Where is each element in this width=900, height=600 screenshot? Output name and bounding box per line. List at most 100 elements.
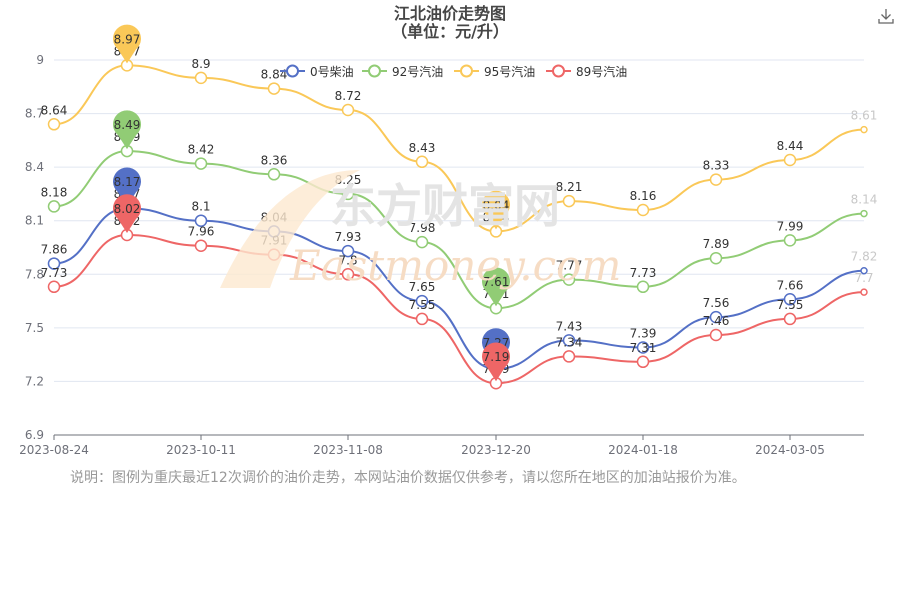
data-point[interactable]	[267, 248, 281, 261]
series-line-0	[53, 207, 865, 370]
data-point[interactable]	[341, 103, 355, 117]
data-point[interactable]	[783, 234, 797, 247]
data-point[interactable]	[562, 350, 576, 363]
data-label: 7.99	[777, 219, 804, 233]
data-label: 8.61	[851, 109, 878, 123]
data-point[interactable]	[415, 294, 429, 308]
data-label: 7.86	[41, 243, 68, 257]
extreme-pin	[482, 190, 510, 230]
data-point[interactable]	[783, 153, 797, 167]
legend-marker[interactable]	[460, 64, 473, 78]
data-label: 8.72	[335, 89, 362, 103]
data-point[interactable]	[860, 266, 868, 275]
extreme-pin-label: 7.61	[483, 275, 510, 289]
data-label: 7.7	[854, 271, 873, 285]
data-point[interactable]	[709, 251, 723, 265]
data-point[interactable]	[47, 200, 61, 213]
extreme-pin-label: 8.17	[114, 175, 141, 189]
data-point[interactable]	[636, 280, 650, 294]
data-point[interactable]	[267, 82, 281, 95]
extreme-pin	[112, 24, 141, 64]
data-label: 7.8	[338, 253, 357, 267]
x-tick-label: 2024-03-05	[755, 443, 825, 457]
data-point[interactable]	[194, 71, 208, 85]
data-point[interactable]	[415, 235, 429, 249]
y-tick-label: 9	[36, 53, 44, 67]
y-tick-label: 8.7	[25, 107, 44, 121]
extreme-pin	[112, 110, 141, 150]
data-label: 7.93	[335, 230, 362, 244]
chart-title: 江北油价走势图	[393, 4, 506, 23]
data-label: 8.1	[191, 200, 210, 214]
data-label: 7.73	[630, 266, 657, 280]
data-point[interactable]	[709, 310, 723, 324]
y-tick-label: 7.2	[25, 374, 44, 388]
y-tick-label: 7.5	[25, 321, 44, 335]
series-line-3	[53, 233, 865, 385]
data-point[interactable]	[341, 268, 355, 281]
y-tick-label: 8.1	[25, 214, 44, 228]
data-label: 7.43	[556, 319, 583, 333]
data-point[interactable]	[194, 239, 208, 252]
data-point[interactable]	[415, 312, 429, 326]
extreme-pin	[482, 342, 511, 382]
data-label: 8.43	[409, 141, 436, 155]
extreme-pin-label: 8.49	[114, 118, 141, 132]
extreme-pin-label: 8.04	[483, 198, 510, 212]
y-tick-label: 6.9	[25, 428, 44, 442]
data-point[interactable]	[636, 355, 650, 369]
data-label: 7.55	[409, 298, 436, 312]
data-point[interactable]	[709, 328, 723, 342]
data-point[interactable]	[47, 257, 61, 270]
legend-marker[interactable]	[368, 64, 381, 78]
data-label: 7.82	[851, 250, 878, 264]
data-point[interactable]	[194, 157, 208, 170]
legend-marker[interactable]	[286, 64, 299, 78]
extreme-pin-label: 8.97	[114, 32, 141, 46]
data-label: 8.9	[191, 57, 210, 71]
data-point[interactable]	[860, 209, 868, 218]
x-tick-label: 2023-08-24	[19, 443, 89, 457]
data-label: 7.77	[556, 259, 583, 273]
data-point[interactable]	[194, 214, 208, 227]
data-point[interactable]	[783, 312, 797, 326]
data-point[interactable]	[709, 173, 723, 186]
legend-item-0: 0号柴油	[310, 65, 354, 79]
data-label: 7.65	[409, 280, 436, 294]
data-label: 8.44	[777, 139, 804, 153]
data-label: 7.31	[630, 341, 657, 355]
data-point[interactable]	[636, 341, 650, 354]
data-label: 7.98	[409, 221, 436, 235]
legend-item-3: 89号汽油	[576, 64, 627, 79]
data-point[interactable]	[860, 288, 868, 296]
data-label: 8.33	[703, 159, 730, 173]
download-icon	[878, 9, 894, 24]
data-label: 7.96	[188, 225, 215, 239]
data-label: 7.56	[703, 296, 730, 310]
data-label: 8.42	[188, 143, 215, 157]
x-tick-label: 2023-11-08	[313, 443, 383, 457]
data-point[interactable]	[636, 203, 650, 217]
data-label: 7.55	[777, 298, 804, 312]
data-point[interactable]	[783, 293, 797, 306]
data-point[interactable]	[47, 280, 61, 294]
data-point[interactable]	[562, 273, 576, 286]
extreme-pin	[482, 267, 511, 307]
data-label: 7.46	[703, 314, 730, 328]
x-tick-label: 2023-10-11	[166, 443, 236, 457]
data-label: 7.73	[41, 266, 68, 280]
data-point[interactable]	[562, 194, 576, 208]
data-label: 8.21	[556, 180, 583, 194]
series-line-2	[53, 64, 865, 233]
data-label: 8.04	[261, 210, 288, 224]
data-point[interactable]	[47, 118, 61, 131]
data-point[interactable]	[267, 168, 281, 181]
y-tick-label: 8.4	[25, 160, 44, 174]
data-point[interactable]	[860, 125, 868, 134]
data-label: 7.89	[703, 237, 730, 251]
data-point[interactable]	[415, 155, 429, 169]
data-point[interactable]	[562, 334, 576, 347]
legend-marker[interactable]	[552, 64, 565, 78]
data-point[interactable]	[341, 187, 355, 201]
download-button[interactable]	[876, 6, 896, 26]
